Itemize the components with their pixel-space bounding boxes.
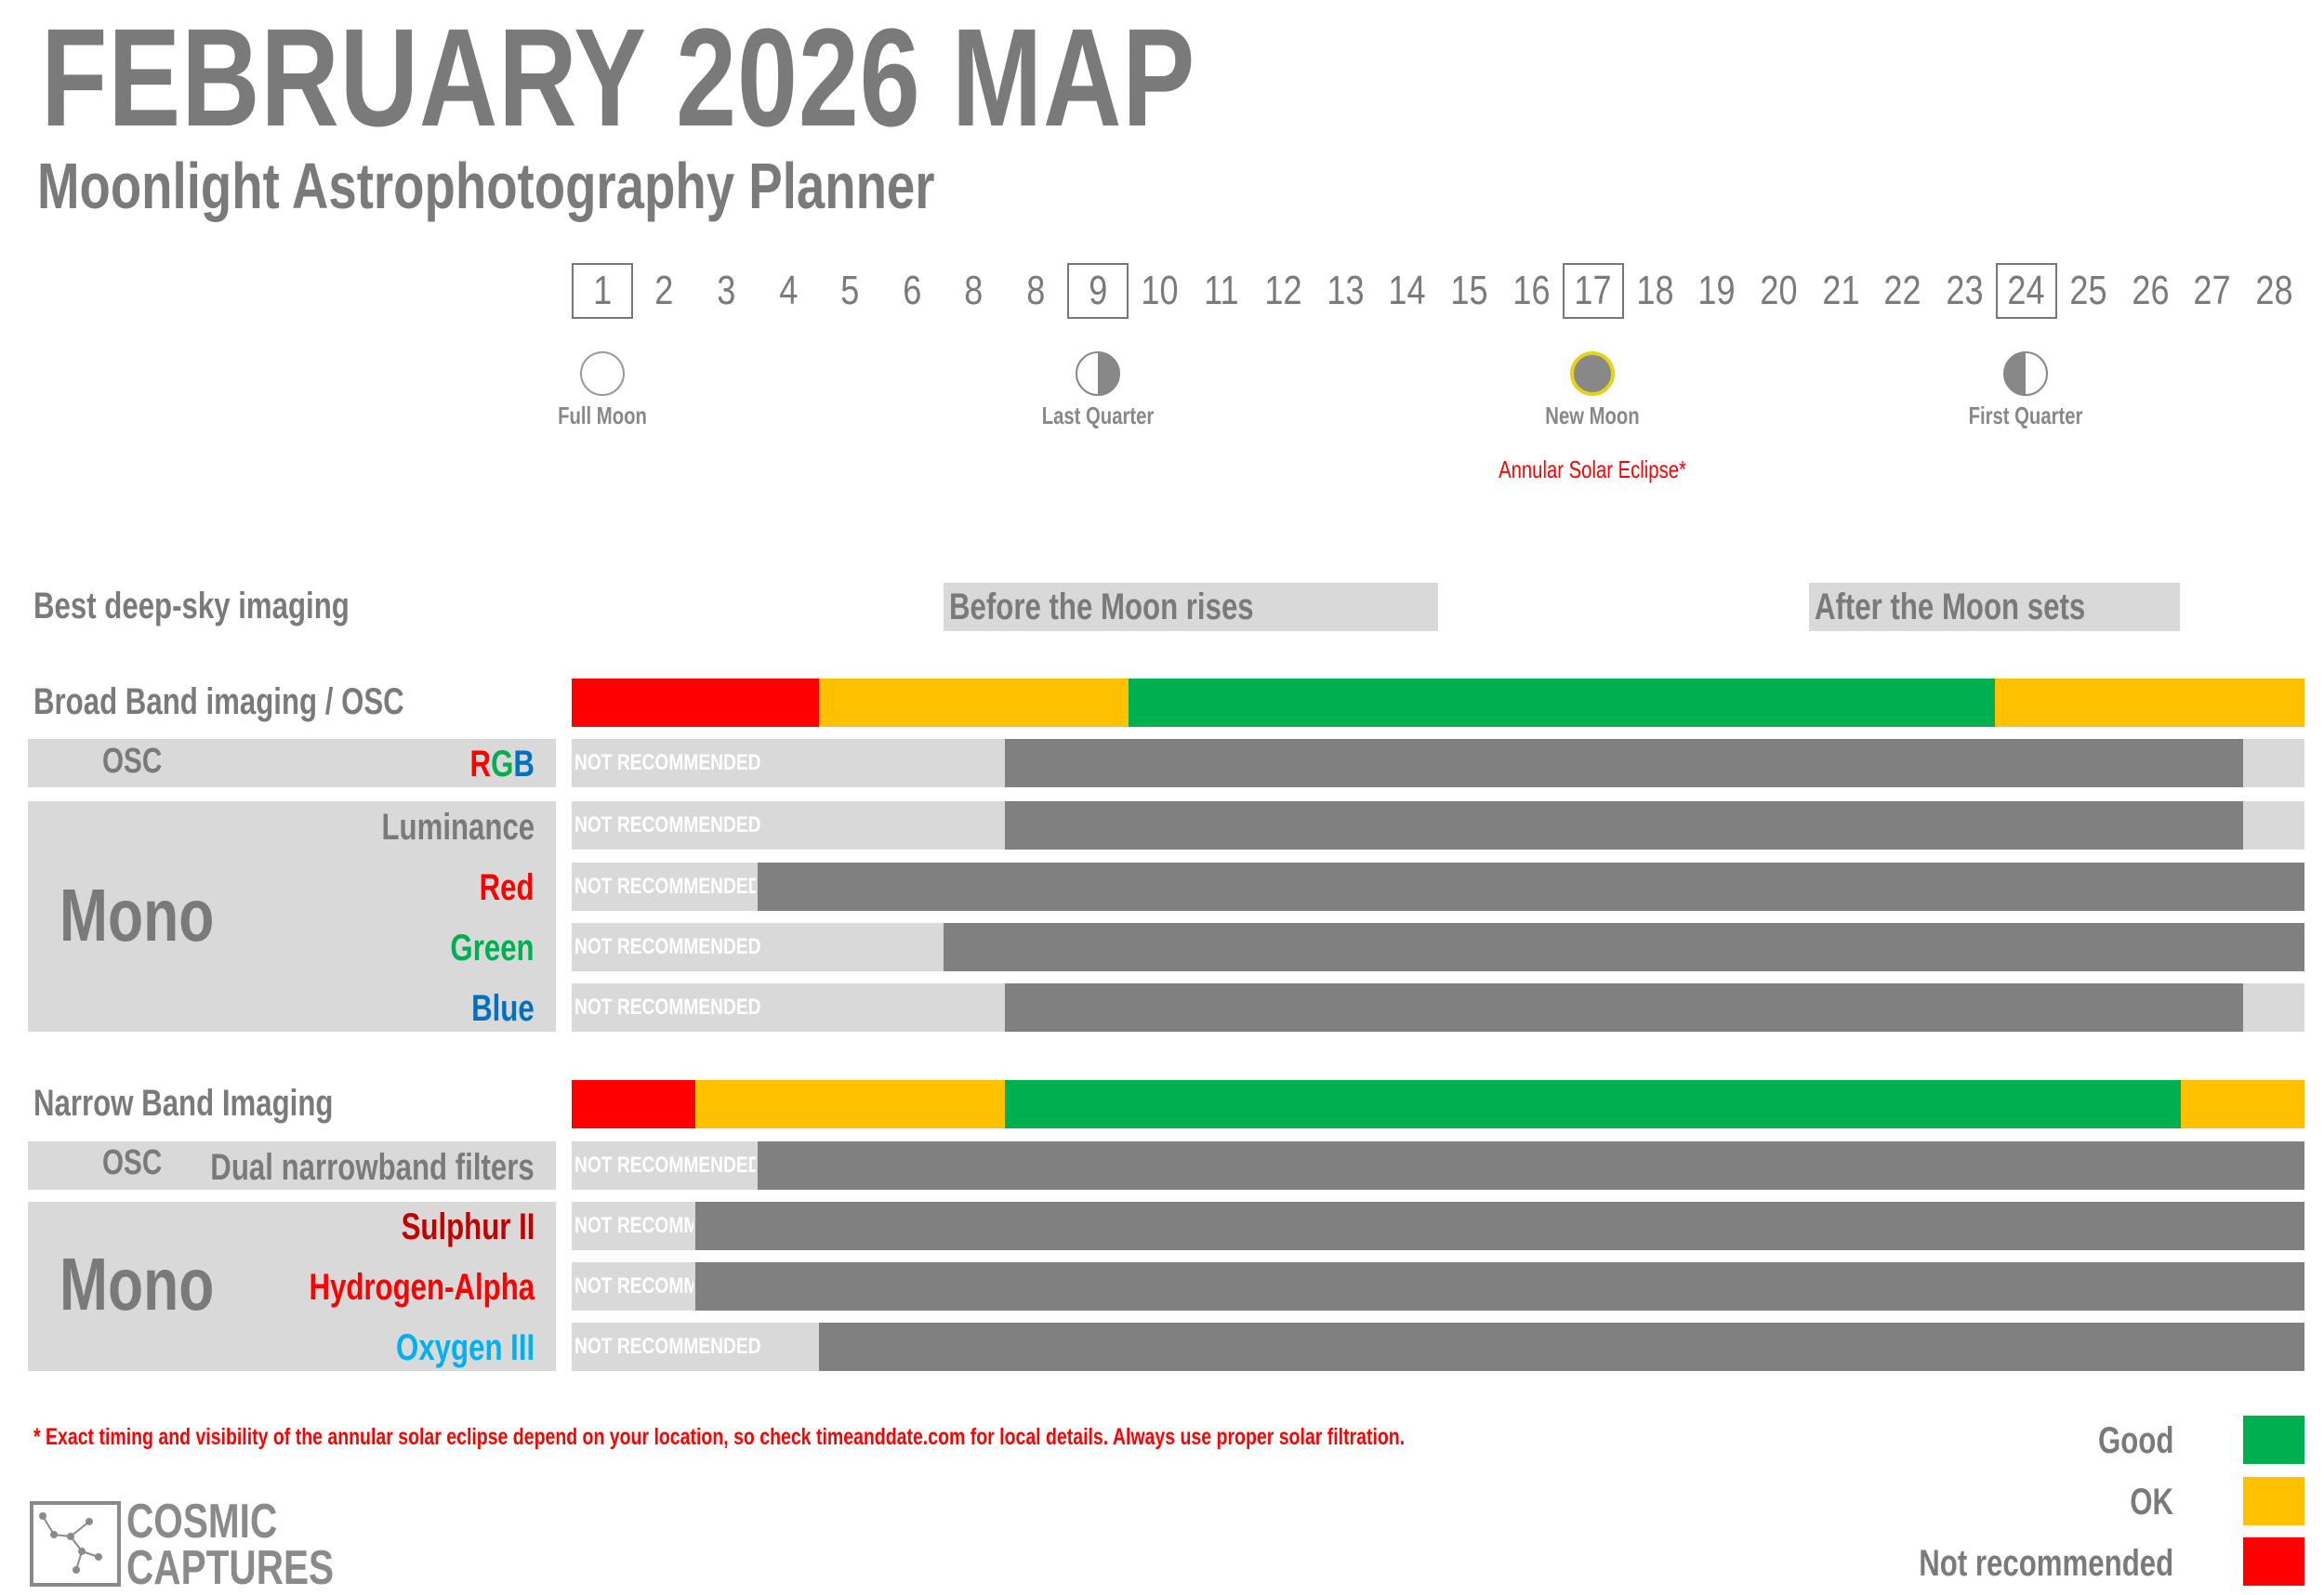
osc-tag: OSC <box>102 742 163 781</box>
day-number: 3 <box>717 268 736 313</box>
day-number: 4 <box>778 268 798 313</box>
phase-label-full: Full Moon <box>558 402 647 429</box>
filter-red: Red <box>480 867 535 908</box>
page-subtitle: Moonlight Astrophotography Planner <box>37 150 935 222</box>
day-number: 11 <box>1204 268 1239 313</box>
legend-good-label: Good <box>2097 1420 2173 1461</box>
legend-bad-swatch <box>2243 1537 2304 1586</box>
day-number: 8 <box>964 268 984 313</box>
mono-label: Mono <box>59 1243 215 1325</box>
day-number: 18 <box>1636 268 1674 313</box>
broadband-ok-band <box>1995 679 2304 727</box>
phase-label-new: New Moon <box>1545 402 1640 429</box>
filter-dual-narrowband: Dual narrowband filters <box>210 1147 535 1188</box>
legend-ok-label: OK <box>2130 1482 2173 1522</box>
day-number: 27 <box>2193 268 2231 313</box>
legend-good-swatch <box>2243 1416 2304 1464</box>
day-number: 25 <box>2069 268 2107 313</box>
narrowband-ok-band <box>695 1080 1005 1128</box>
dual-narrowband-bar <box>758 1141 2304 1190</box>
not-recommended-label: NOT RECOMMENDED <box>574 1334 761 1359</box>
filter-sulphur-ii: Sulphur II <box>401 1206 535 1247</box>
not-recommended-label: NOT RECOMMENDED <box>574 750 761 775</box>
not-recommended-label: NOT RECOMMENDED <box>574 812 761 837</box>
sulphur-bar <box>695 1202 2304 1250</box>
narrowband-ok-band <box>2181 1080 2304 1128</box>
eclipse-note: Annular Solar Eclipse* <box>1499 455 1686 483</box>
day-number: 17 <box>1562 263 1624 319</box>
last-quarter-icon <box>1076 351 1120 396</box>
day-number: 20 <box>1760 268 1798 313</box>
rgb-label: RGB <box>469 744 535 784</box>
day-number: 16 <box>1512 268 1551 313</box>
footnote: * Exact timing and visibility of the ann… <box>33 1424 1406 1450</box>
not-recommended-label: NOT RECOMMENDED <box>574 995 761 1020</box>
narrowband-osc-panel <box>28 1141 556 1190</box>
constellation-logo-icon <box>30 1501 121 1587</box>
narrowband-good-band <box>1005 1080 2181 1128</box>
after-moon-sets-window: After the Moon sets <box>1809 583 2180 631</box>
day-number: 28 <box>2255 268 2293 313</box>
legend-bad-label: Not recommended <box>1919 1543 2173 1584</box>
day-number: 5 <box>840 268 860 313</box>
broadband-label: Broad Band imaging / OSC <box>33 681 404 722</box>
green-bar <box>944 923 2304 971</box>
day-number: 23 <box>1946 268 1984 313</box>
osc-tag: OSC <box>102 1143 163 1182</box>
red-bar <box>758 863 2304 911</box>
broadband-osc-panel <box>28 739 556 787</box>
day-number: 12 <box>1264 268 1302 313</box>
filter-blue: Blue <box>471 988 535 1029</box>
broadband-ok-band <box>819 679 1129 727</box>
day-number: 10 <box>1141 268 1179 313</box>
not-recommended-label: NOT RECOMMENDED <box>574 1273 693 1298</box>
phase-label-last-quarter: Last Quarter <box>1041 402 1155 429</box>
narrowband-mono-panel <box>28 1202 556 1371</box>
filter-green: Green <box>450 928 535 969</box>
broadband-bad-band <box>572 679 819 727</box>
filter-oxygen-iii: Oxygen III <box>395 1327 535 1368</box>
new-moon-icon <box>1570 351 1615 396</box>
day-number: 14 <box>1388 268 1426 313</box>
full-moon-icon <box>580 351 625 396</box>
before-moon-rises-window: Before the Moon rises <box>944 583 1438 631</box>
filter-hydrogen-alpha: Hydrogen-Alpha <box>309 1267 535 1308</box>
luminance-bar <box>1005 801 2243 850</box>
day-number: 1 <box>572 263 633 319</box>
not-recommended-label: NOT RECOMMENDED <box>574 1213 693 1238</box>
legend-ok-swatch <box>2243 1477 2304 1525</box>
blue-bar <box>1005 983 2243 1032</box>
logo-text: COSMIC CAPTURES <box>126 1495 335 1595</box>
phase-label-first-quarter: First Quarter <box>1968 402 2083 429</box>
mono-label: Mono <box>59 874 215 956</box>
not-recommended-label: NOT RECOMMENDED <box>574 874 756 899</box>
not-recommended-label: NOT RECOMMENDED <box>574 1153 756 1178</box>
not-recommended-label: NOT RECOMMENDED <box>574 934 761 959</box>
oxygen-bar <box>819 1323 2304 1371</box>
filter-luminance: Luminance <box>381 807 535 848</box>
best-deep-sky-label: Best deep-sky imaging <box>33 586 350 626</box>
page-title: FEBRUARY 2026 MAP <box>41 0 1196 155</box>
day-number: 8 <box>1026 268 1046 313</box>
day-number: 9 <box>1066 263 1129 319</box>
day-number: 19 <box>1697 268 1736 313</box>
day-number: 2 <box>654 268 674 313</box>
day-number: 21 <box>1821 268 1860 313</box>
day-number: 22 <box>1883 268 1921 313</box>
day-number: 13 <box>1327 268 1365 313</box>
hydrogen-bar <box>695 1262 2304 1311</box>
day-number: 24 <box>1995 263 2057 319</box>
narrowband-label: Narrow Band Imaging <box>33 1083 334 1124</box>
day-number: 26 <box>2131 268 2170 313</box>
day-number: 6 <box>902 268 922 313</box>
first-quarter-icon <box>2003 351 2048 396</box>
broadband-good-band <box>1129 679 1995 727</box>
osc-rgb-bar <box>1005 739 2243 787</box>
broadband-mono-panel <box>28 801 556 1032</box>
narrowband-bad-band <box>572 1080 695 1128</box>
day-number: 15 <box>1450 268 1488 313</box>
